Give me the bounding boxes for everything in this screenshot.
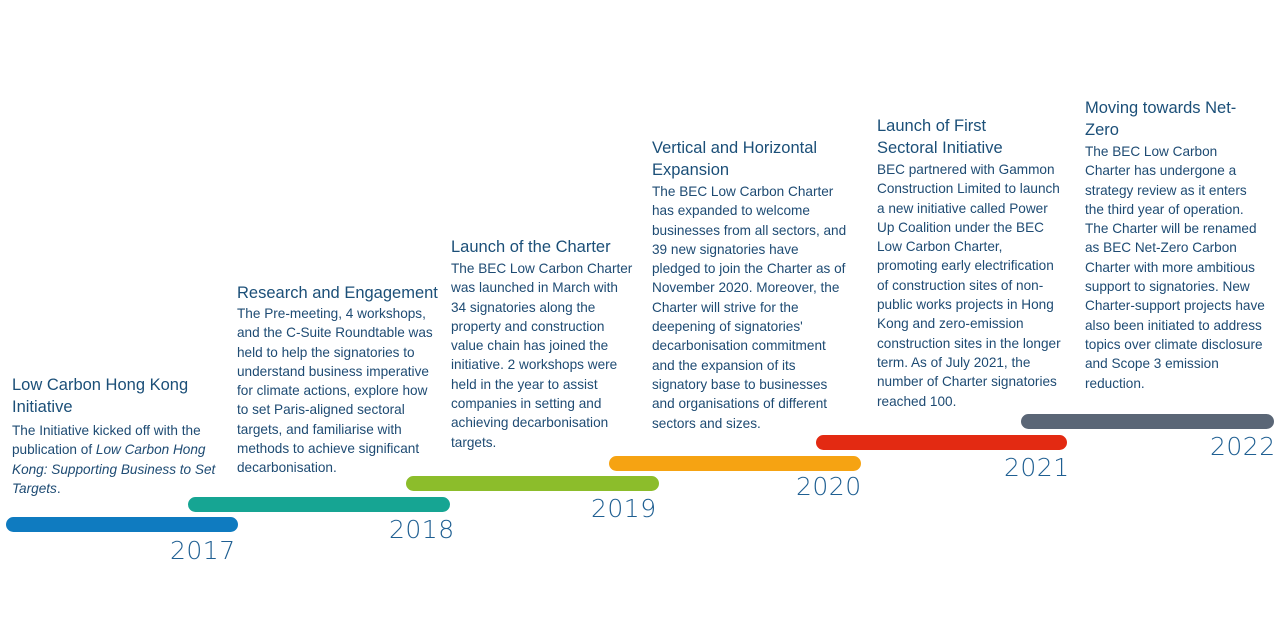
milestone-description: The BEC Low Carbon Charter has undergone… — [1085, 144, 1265, 391]
milestone-description: The Pre-meeting, 4 workshops, and the C-… — [237, 306, 433, 476]
publication-title: Low Carbon Hong Kong: Supporting Busines… — [12, 442, 216, 496]
timeline-bar-2017 — [6, 517, 238, 532]
timeline-bar-2018 — [188, 497, 450, 512]
milestone-2019: Launch of the Charter The BEC Low Carbon… — [451, 236, 633, 452]
timeline-bar-2020 — [609, 456, 861, 471]
milestone-title: Launch of First Sectoral Initiative — [877, 117, 1003, 157]
year-label-2019: 2019 — [591, 494, 657, 523]
year-label-2018: 2018 — [389, 515, 455, 544]
timeline-bar-2021 — [816, 435, 1067, 450]
milestone-2022: Moving towards Net-Zero The BEC Low Carb… — [1085, 97, 1265, 393]
description-text: The Initiative kicked off with the publi… — [12, 423, 201, 458]
milestone-description: The Initiative kicked off with the publi… — [12, 421, 222, 498]
year-label-2022: 2022 — [1210, 432, 1276, 461]
milestone-2017: Low Carbon Hong Kong Initiative The Init… — [12, 374, 222, 498]
milestone-2020: Vertical and Horizontal Expansion The BE… — [652, 137, 848, 433]
year-label-2021: 2021 — [1004, 453, 1070, 482]
timeline-bar-2022 — [1021, 414, 1274, 429]
milestone-title: Low Carbon Hong Kong Initiative — [12, 376, 189, 416]
year-label-2020: 2020 — [796, 472, 862, 501]
milestone-title: Launch of the Charter — [451, 238, 611, 256]
milestone-description: BEC partnered with Gammon Construction L… — [877, 162, 1061, 409]
year-label-2017: 2017 — [170, 536, 236, 565]
milestone-title: Vertical and Horizontal Expansion — [652, 139, 818, 179]
milestone-2021: Launch of First Sectoral Initiative BEC … — [877, 115, 1063, 411]
milestone-title: Research and Engagement — [237, 284, 438, 302]
milestone-2018: Research and Engagement The Pre-meeting,… — [237, 282, 439, 478]
timeline-bar-2019 — [406, 476, 659, 491]
milestone-title: Moving towards Net-Zero — [1085, 99, 1237, 139]
milestone-description: The BEC Low Carbon Charter was launched … — [451, 261, 633, 450]
description-text-end: . — [56, 480, 61, 496]
milestone-description: The BEC Low Carbon Charter has expanded … — [652, 184, 847, 431]
